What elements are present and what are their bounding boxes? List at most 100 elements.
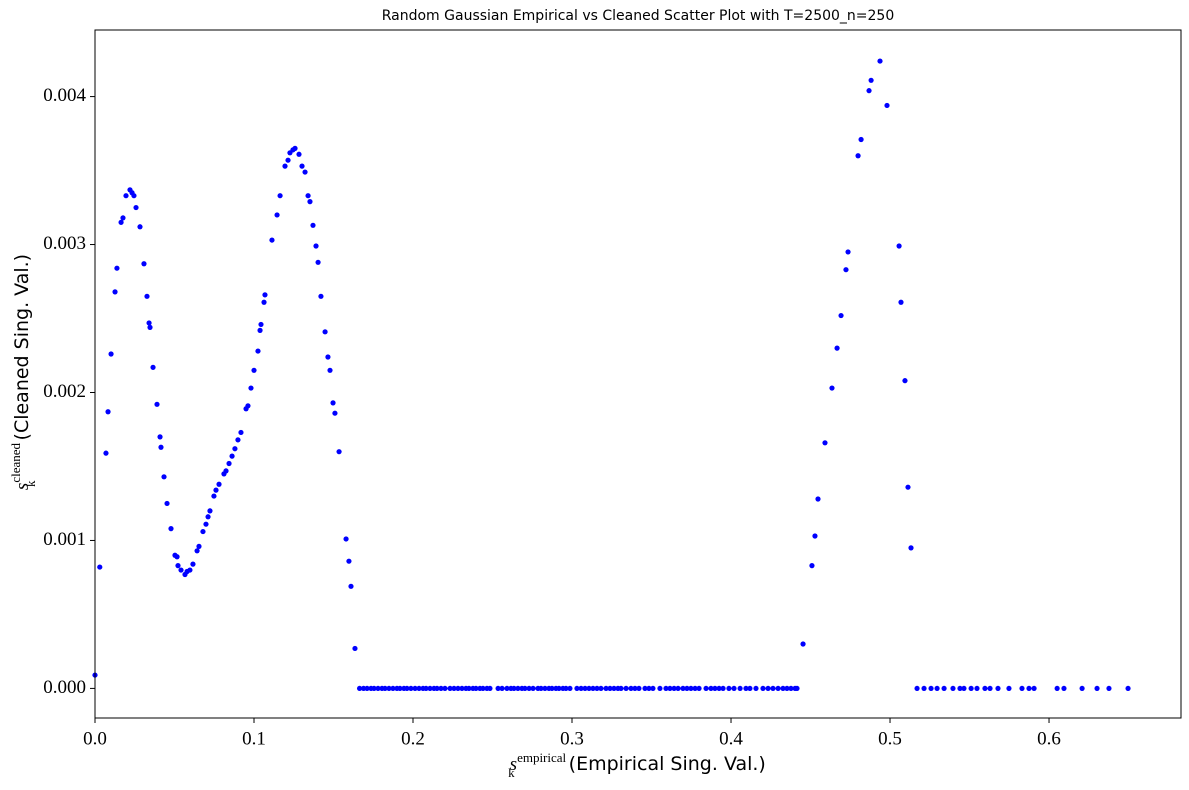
point	[174, 554, 180, 560]
point	[200, 528, 206, 535]
point	[178, 567, 184, 573]
point	[995, 685, 1001, 692]
point	[632, 685, 638, 692]
point	[1026, 685, 1032, 692]
point	[737, 685, 743, 692]
point	[504, 685, 510, 692]
point	[258, 321, 264, 328]
plot-frame	[94, 29, 1182, 719]
point	[307, 199, 313, 205]
point	[590, 685, 596, 692]
point	[346, 558, 352, 564]
x-tick-label: 0.0	[83, 728, 107, 749]
point	[158, 444, 164, 450]
point	[868, 77, 874, 83]
point	[112, 289, 118, 295]
point	[480, 685, 486, 692]
point	[623, 685, 629, 692]
point	[434, 685, 440, 692]
y-label-text: (Cleaned Sing. Val.)	[11, 254, 33, 441]
point	[150, 364, 156, 370]
point	[961, 685, 967, 692]
point	[726, 685, 732, 692]
point	[921, 685, 927, 692]
point	[144, 293, 150, 299]
point	[325, 354, 331, 360]
point	[603, 685, 609, 692]
point	[375, 685, 381, 692]
point	[628, 685, 634, 692]
point	[822, 440, 828, 446]
point	[442, 685, 448, 692]
point	[794, 685, 800, 692]
x-tick-label: 0.1	[242, 728, 266, 749]
y-tick-label: 0.000	[43, 677, 86, 698]
y-tick-label: 0.001	[43, 529, 86, 550]
point	[274, 212, 280, 218]
point	[473, 685, 479, 692]
point	[386, 685, 392, 692]
point	[716, 685, 722, 692]
point	[770, 685, 776, 692]
point	[262, 292, 268, 298]
point	[487, 685, 493, 692]
point	[232, 446, 238, 452]
point	[285, 157, 291, 163]
point	[556, 685, 562, 692]
point	[390, 685, 396, 692]
point	[1079, 685, 1085, 692]
point	[408, 685, 414, 692]
x-tick-label: 0.5	[878, 728, 902, 749]
point	[586, 685, 592, 692]
y-label-symbol: s	[12, 483, 33, 490]
point	[495, 685, 501, 692]
point	[315, 259, 321, 265]
point	[688, 685, 694, 692]
point	[934, 685, 940, 692]
point	[313, 243, 319, 249]
point	[459, 685, 465, 692]
point	[908, 545, 914, 551]
point	[834, 345, 840, 351]
point	[133, 204, 139, 211]
point	[1019, 685, 1025, 692]
point	[141, 261, 147, 267]
point	[223, 468, 229, 474]
x-axis-label: sempirical k (Empirical Sing. Val.)	[508, 750, 766, 780]
point	[1031, 685, 1037, 692]
point	[567, 685, 573, 692]
point	[845, 249, 851, 255]
point	[866, 88, 872, 94]
point	[438, 685, 444, 692]
point	[1125, 685, 1131, 692]
point	[760, 685, 766, 692]
point	[499, 685, 505, 692]
point	[582, 685, 588, 692]
point	[884, 102, 890, 109]
point	[607, 685, 613, 692]
point	[657, 685, 663, 692]
point	[775, 685, 781, 692]
point	[382, 685, 388, 692]
point	[282, 163, 288, 169]
x-label-sub: k	[508, 765, 515, 780]
point	[747, 685, 753, 692]
y-label-sub: k	[23, 480, 38, 487]
point	[642, 685, 648, 692]
point	[902, 378, 908, 384]
point	[154, 401, 160, 407]
point	[618, 685, 624, 692]
point	[671, 685, 677, 692]
point	[164, 500, 170, 507]
x-tick-label: 0.4	[719, 728, 743, 749]
point	[905, 484, 911, 490]
y-tick-label: 0.002	[43, 381, 86, 402]
point	[296, 151, 302, 157]
point	[348, 583, 354, 589]
point	[843, 267, 849, 273]
point	[800, 641, 806, 647]
point	[957, 685, 963, 692]
point	[416, 685, 422, 692]
